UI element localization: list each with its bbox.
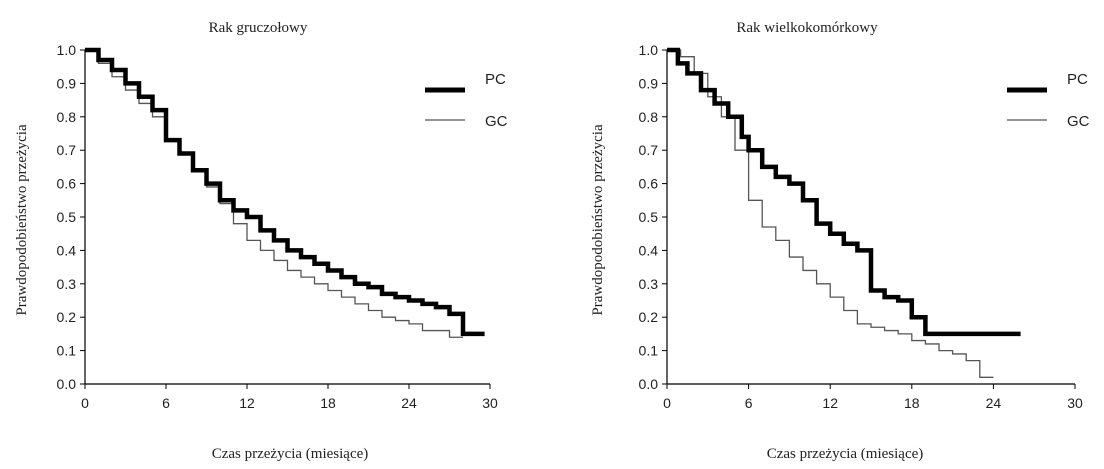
y-tick-label: 0.7 [57,142,77,158]
y-tick-label: 0.6 [639,176,659,192]
series-line-gc [85,49,463,338]
chart-panel-left: Rak gruczołowy Czas przeżycia (miesiące)… [0,0,552,464]
x-tick-label: 18 [320,395,336,411]
y-tick-label: 0.7 [639,142,659,158]
y-tick-label: 0.9 [639,75,659,91]
x-tick-label: 0 [663,395,671,411]
y-tick-label: 1.0 [639,42,659,58]
x-axis-label: Czas przeżycia (miesiące) [767,446,924,462]
x-tick-label: 24 [401,395,417,411]
x-tick-label: 6 [162,395,170,411]
y-tick-label: 0.3 [639,276,659,292]
chart-title: Rak wielkokomórkowy [736,20,878,36]
y-tick-label: 1.0 [57,42,77,58]
y-axis-label: Prawdopodobieństwo przeżycia [590,124,606,316]
y-tick-label: 0.5 [639,209,659,225]
y-tick-label: 0.1 [57,343,77,359]
x-axis-label: Czas przeżycia (miesiące) [212,446,369,462]
x-tick-label: 12 [822,395,838,411]
y-tick-label: 0.2 [57,309,77,325]
y-tick-label: 0.6 [57,176,77,192]
series-line-pc [85,47,485,337]
y-tick-label: 0.4 [57,242,77,258]
y-tick-label: 0.0 [57,376,77,392]
x-tick-label: 30 [1067,395,1083,411]
x-tick-label: 24 [986,395,1002,411]
survival-chart-large-cell: Rak wielkokomórkowy Czas przeżycia (mies… [590,20,1090,462]
x-tick-label: 30 [482,395,498,411]
series-line-gc [667,49,994,378]
y-tick-label: 0.0 [639,376,659,392]
legend-label-gc: GC [1067,113,1090,130]
x-tick-label: 12 [239,395,255,411]
y-tick-label: 0.8 [639,109,659,125]
chart-panel-right: Rak wielkokomórkowy Czas przeżycia (mies… [552,0,1104,464]
y-tick-label: 0.9 [57,75,77,91]
y-tick-label: 0.4 [639,242,659,258]
x-tick-label: 6 [745,395,753,411]
x-tick-label: 18 [904,395,920,411]
legend-label-pc: PC [485,71,506,88]
y-axis-label: Prawdopodobieństwo przeżycia [14,124,30,316]
y-tick-label: 0.5 [57,209,77,225]
y-tick-label: 0.1 [639,343,659,359]
series-line-pc [667,47,1021,337]
legend-label-pc: PC [1067,71,1088,88]
y-tick-label: 0.3 [57,276,77,292]
survival-chart-adenocarcinoma: Rak gruczołowy Czas przeżycia (miesiące)… [14,20,508,462]
y-tick-label: 0.8 [57,109,77,125]
x-tick-label: 0 [81,395,89,411]
legend-label-gc: GC [485,113,508,130]
chart-title: Rak gruczołowy [209,20,308,36]
y-tick-label: 0.2 [639,309,659,325]
